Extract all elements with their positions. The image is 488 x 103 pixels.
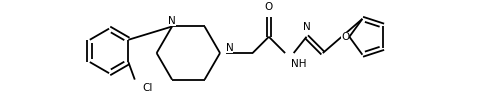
Text: NH: NH [291, 59, 306, 70]
Text: O: O [264, 2, 273, 12]
Text: N: N [168, 16, 176, 26]
Text: O: O [341, 32, 349, 42]
Text: Cl: Cl [142, 83, 153, 93]
Text: N: N [225, 43, 233, 53]
Text: N: N [303, 22, 310, 32]
